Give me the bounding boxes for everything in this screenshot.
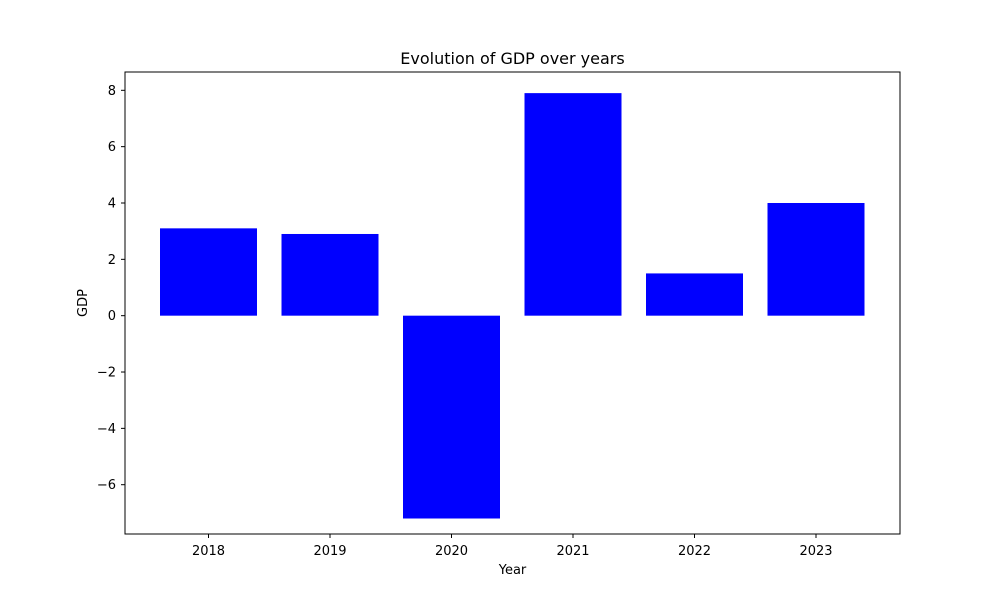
bar-2020 — [403, 315, 500, 519]
bars-layer — [160, 93, 865, 519]
y-axis-ticks: −6 −4 −2 0 2 4 6 8 — [97, 84, 125, 493]
chart-title: Evolution of GDP over years — [400, 49, 624, 68]
y-tick-label: 6 — [108, 140, 116, 155]
x-tick-label: 2020 — [435, 544, 468, 559]
x-tick-label: 2022 — [678, 544, 711, 559]
x-tick-label: 2018 — [192, 544, 225, 559]
y-tick-label: 0 — [108, 309, 116, 324]
y-tick-label: 2 — [108, 253, 116, 268]
bar-2023 — [767, 202, 865, 316]
y-tick-label: −4 — [97, 422, 116, 437]
y-axis-label: GDP — [76, 289, 91, 317]
x-tick-label: 2019 — [313, 544, 346, 559]
y-tick-label: −6 — [97, 478, 116, 493]
x-axis-ticks: 2018 2019 2020 2021 2022 2023 — [192, 534, 833, 559]
bar-2019 — [281, 233, 379, 316]
y-tick-label: 4 — [108, 196, 116, 211]
x-axis-label: Year — [498, 563, 527, 578]
plot-area-frame — [124, 71, 901, 535]
y-tick-label: 8 — [108, 84, 116, 99]
x-tick-label: 2021 — [556, 544, 589, 559]
bar-2022 — [646, 273, 743, 316]
bar-2021 — [524, 93, 622, 316]
x-tick-label: 2023 — [799, 544, 832, 559]
bar-2018 — [160, 228, 257, 316]
y-tick-label: −2 — [97, 366, 116, 381]
